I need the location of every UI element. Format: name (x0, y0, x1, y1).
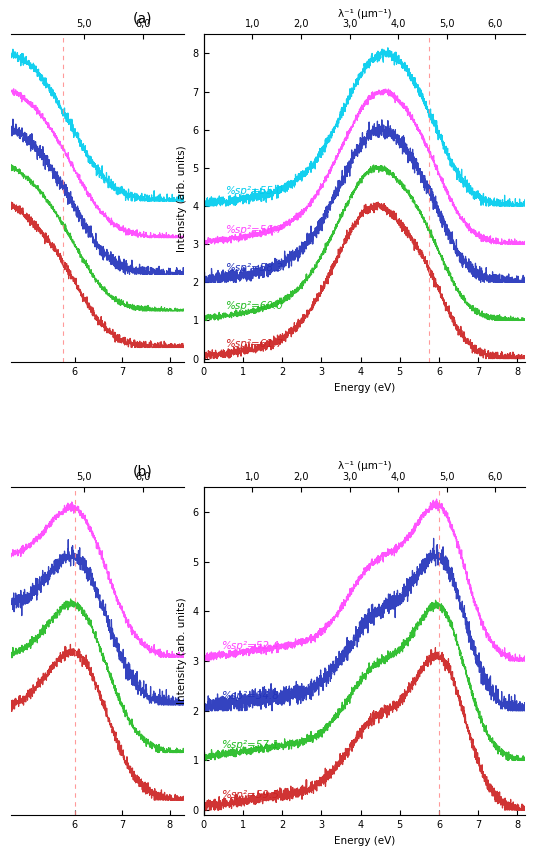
X-axis label: Energy (eV): Energy (eV) (334, 836, 395, 845)
Text: %sp²=57.1: %sp²=57.1 (221, 740, 279, 751)
Text: %sp²=58.3: %sp²=58.3 (225, 263, 283, 273)
Text: %sp²=54.8: %sp²=54.8 (221, 691, 279, 701)
Text: %sp²=59.5: %sp²=59.5 (221, 790, 279, 801)
Text: %sp²=60.0: %sp²=60.0 (225, 301, 283, 311)
Text: (a): (a) (133, 11, 152, 26)
Text: %sp²=52.4: %sp²=52.4 (221, 641, 279, 651)
X-axis label: Energy (eV): Energy (eV) (334, 383, 395, 393)
Y-axis label: Intensity (arb. units): Intensity (arb. units) (177, 598, 187, 704)
Text: %sp²=61.7: %sp²=61.7 (225, 339, 283, 349)
X-axis label: λ⁻¹ (μm⁻¹): λ⁻¹ (μm⁻¹) (338, 462, 391, 471)
Y-axis label: Intensity (arb. units): Intensity (arb. units) (177, 145, 187, 251)
X-axis label: λ⁻¹ (μm⁻¹): λ⁻¹ (μm⁻¹) (338, 9, 391, 19)
Text: (b): (b) (133, 464, 153, 478)
Text: %sp²=55.0: %sp²=55.0 (225, 186, 283, 196)
Text: %sp²=56.7: %sp²=56.7 (225, 225, 283, 234)
